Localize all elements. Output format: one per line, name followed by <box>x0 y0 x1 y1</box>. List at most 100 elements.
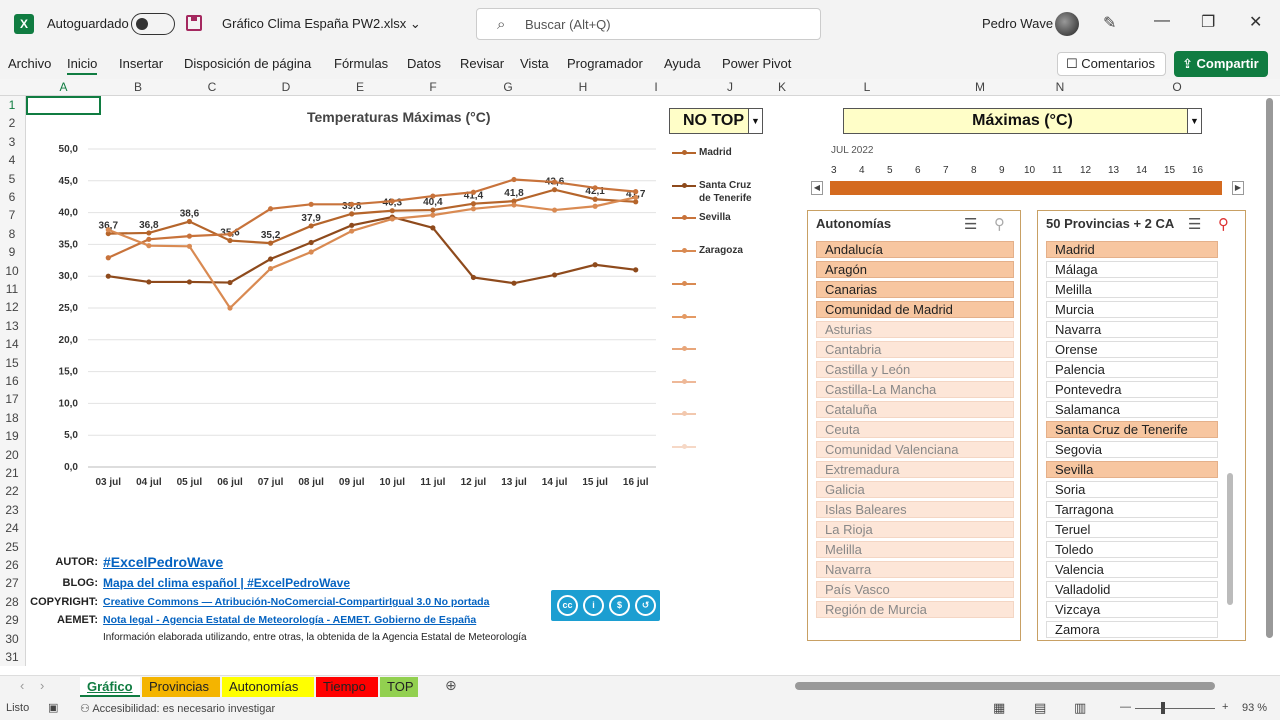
col-header-c[interactable]: C <box>207 80 217 94</box>
slicer-item[interactable]: Salamanca <box>1046 401 1218 418</box>
row-header[interactable]: 27 <box>5 576 19 591</box>
clear-filter-icon[interactable]: ⚲ <box>994 216 1005 233</box>
sheet-tab-0[interactable]: Gráfico <box>80 677 140 697</box>
timeline-day[interactable]: 14 <box>1136 165 1148 176</box>
data-point[interactable] <box>227 237 233 244</box>
timeline-selection-bar[interactable] <box>830 181 1222 195</box>
data-point[interactable] <box>470 274 477 281</box>
col-header-f[interactable]: F <box>429 80 437 94</box>
data-point[interactable] <box>227 279 233 286</box>
slicer-item[interactable]: Ceuta <box>816 421 1014 438</box>
slicer-provincias-scrollbar[interactable] <box>1227 473 1233 605</box>
data-point[interactable] <box>633 194 639 200</box>
data-point[interactable] <box>267 240 274 246</box>
timeline-day[interactable]: 7 <box>943 165 949 176</box>
slicer-item[interactable]: Pontevedra <box>1046 381 1218 398</box>
slicer-item[interactable]: Cantabria <box>816 341 1014 358</box>
col-header-e[interactable]: E <box>355 80 364 94</box>
timeline-day[interactable]: 16 <box>1192 165 1204 176</box>
timeline-day[interactable]: 12 <box>1080 165 1092 176</box>
slicer-item[interactable]: Sevilla <box>1046 461 1218 478</box>
slicer-item[interactable]: Melilla <box>816 541 1014 558</box>
chevron-down-icon[interactable]: ▼ <box>748 109 762 133</box>
data-point[interactable] <box>633 189 639 195</box>
row-header[interactable]: 12 <box>5 300 19 315</box>
autor-link[interactable]: #ExcelPedroWave <box>103 554 224 570</box>
zoom-slider[interactable] <box>1135 708 1215 709</box>
row-header[interactable]: 3 <box>8 134 16 149</box>
tab-vista[interactable]: Vista <box>520 56 549 71</box>
row-header[interactable]: 7 <box>8 208 16 223</box>
row-header[interactable]: 6 <box>8 190 16 204</box>
slicer-item[interactable]: Valencia <box>1046 561 1218 578</box>
row-header[interactable]: 25 <box>5 539 19 554</box>
tab-insertar[interactable]: Insertar <box>119 56 164 71</box>
data-point[interactable] <box>105 255 111 261</box>
series-line-0[interactable] <box>108 188 636 245</box>
series-line-1[interactable] <box>108 215 636 285</box>
sheet-tab-1[interactable]: Provincias <box>142 677 220 697</box>
row-header[interactable]: 30 <box>5 631 19 646</box>
horizontal-scrollbar[interactable] <box>795 682 1215 690</box>
data-point[interactable] <box>146 230 152 236</box>
measure-dropdown[interactable]: Máximas (°C) ▼ <box>843 108 1202 134</box>
slicer-item[interactable]: Comunidad Valenciana <box>816 441 1014 458</box>
data-point[interactable] <box>349 222 355 228</box>
copyright-link[interactable]: Creative Commons — Atribución-NoComercia… <box>103 596 490 608</box>
row-header[interactable]: 18 <box>5 410 19 425</box>
row-header[interactable]: 28 <box>5 594 19 609</box>
legend-entry[interactable]: Santa Cruz de Tenerife <box>699 180 752 204</box>
data-point[interactable] <box>308 223 314 229</box>
timeline-day[interactable]: 11 <box>1052 165 1063 176</box>
row-header[interactable]: 1 <box>8 98 16 112</box>
data-point[interactable] <box>308 249 314 255</box>
col-header-n[interactable]: N <box>1055 80 1065 94</box>
creative-commons-badge[interactable]: cc i $ ↺ <box>551 590 660 621</box>
data-point[interactable] <box>105 230 111 237</box>
slicer-item[interactable]: Murcia <box>1046 301 1218 318</box>
zoom-level[interactable]: 93 % <box>1242 702 1268 714</box>
row-header[interactable]: 11 <box>5 282 19 296</box>
data-point[interactable] <box>186 218 193 225</box>
row-header[interactable]: 16 <box>5 374 19 388</box>
row-header[interactable]: 23 <box>5 502 19 517</box>
legend-entry[interactable]: Sevilla <box>699 212 731 223</box>
data-point[interactable] <box>389 216 395 222</box>
col-header-m[interactable]: M <box>975 80 985 94</box>
data-point[interactable] <box>470 206 477 212</box>
slicer-item[interactable]: Santa Cruz de Tenerife <box>1046 421 1218 438</box>
data-point[interactable] <box>430 212 436 218</box>
data-point[interactable] <box>186 243 193 249</box>
row-header[interactable]: 4 <box>8 153 16 168</box>
row-header[interactable]: 29 <box>5 613 19 628</box>
pen-icon[interactable]: ✎ <box>1103 15 1117 32</box>
col-header-o[interactable]: O <box>1172 80 1182 94</box>
slicer-item[interactable]: Tarragona <box>1046 501 1218 518</box>
slicer-item[interactable]: Valladolid <box>1046 581 1218 598</box>
close-icon[interactable]: ✕ <box>1249 14 1263 31</box>
data-point[interactable] <box>349 211 355 217</box>
timeline-day[interactable]: 8 <box>971 165 977 176</box>
col-header-k[interactable]: K <box>777 80 786 94</box>
col-header-b[interactable]: B <box>133 80 142 94</box>
slicer-item[interactable]: Canarias <box>816 281 1014 298</box>
data-point[interactable] <box>592 203 598 209</box>
slicer-item[interactable]: País Vasco <box>816 581 1014 598</box>
col-header-i[interactable]: I <box>654 80 658 94</box>
slicer-item[interactable]: Soria <box>1046 481 1218 498</box>
data-point[interactable] <box>349 201 355 207</box>
row-header[interactable]: 17 <box>5 392 19 407</box>
aemet-link[interactable]: Nota legal - Agencia Estatal de Meteorol… <box>103 614 477 626</box>
col-header-g[interactable]: G <box>503 80 513 94</box>
data-point[interactable] <box>227 305 233 311</box>
autosave-toggle[interactable] <box>131 13 175 35</box>
timeline-day[interactable]: 13 <box>1108 165 1120 176</box>
data-point[interactable] <box>592 262 598 268</box>
zoom-in-icon[interactable]: + <box>1222 701 1229 713</box>
data-point[interactable] <box>430 225 436 231</box>
row-header[interactable]: 21 <box>5 466 19 480</box>
zoom-out-icon[interactable]: — <box>1120 701 1131 713</box>
row-header[interactable]: 24 <box>5 521 19 536</box>
slicer-item[interactable]: Segovia <box>1046 441 1218 458</box>
data-point[interactable] <box>511 198 517 204</box>
